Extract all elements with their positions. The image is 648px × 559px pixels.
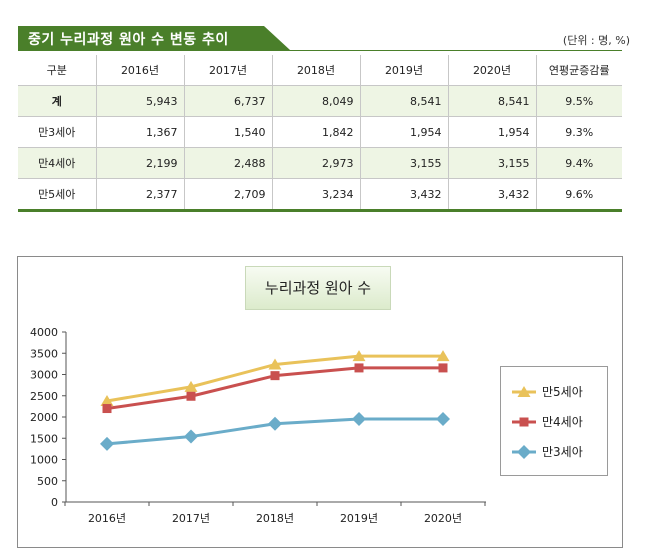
data-point [102, 404, 112, 414]
data-point [270, 371, 280, 381]
table-cell: 1,367 [95, 116, 184, 148]
banner-shape [18, 26, 290, 50]
table-cell: 2,488 [183, 147, 272, 179]
data-point [184, 380, 198, 392]
table-cell: 8,541 [359, 85, 448, 117]
legend-marker [517, 386, 531, 397]
y-tick-label: 2000 [30, 411, 58, 424]
legend-label: 만4세아 [542, 415, 583, 429]
row-label: 만3세아 [18, 116, 96, 148]
section-title: 중기 누리과정 원아 수 변동 추이 [28, 32, 229, 48]
column-header: 구분 [18, 55, 96, 86]
y-tick-label: 0 [51, 496, 58, 509]
table-cell: 1,954 [359, 116, 448, 148]
header-rule [18, 50, 622, 51]
rate-cell: 9.6% [535, 178, 622, 212]
table-cell: 6,737 [183, 85, 272, 117]
table-cell: 3,432 [359, 178, 448, 212]
legend-label: 만3세아 [542, 445, 583, 459]
column-header: 2017년 [183, 55, 272, 86]
table-row: 만4세아 2,199 2,488 2,973 3,155 3,155 9.4% [18, 147, 622, 179]
table-cell: 3,234 [271, 178, 360, 212]
table-header-row: 구분 2016년 2017년 2018년 2019년 2020년 연평균증감률 [18, 55, 622, 86]
x-tick-label: 2018년 [256, 512, 294, 525]
rate-cell: 9.3% [535, 116, 622, 148]
y-tick-label: 1500 [30, 432, 58, 445]
unit-note: (단위 : 명, %) [562, 34, 630, 47]
table-cell: 3,155 [359, 147, 448, 179]
table-cell: 2,709 [183, 178, 272, 212]
chart-frame [17, 256, 623, 548]
data-point [436, 350, 450, 362]
table-cell: 2,199 [95, 147, 184, 179]
row-label: 만4세아 [18, 147, 96, 179]
table-cell: 3,155 [447, 147, 536, 179]
column-header: 2019년 [359, 55, 448, 86]
table-cell: 2,973 [271, 147, 360, 179]
x-tick-label: 2017년 [172, 512, 210, 525]
y-tick-label: 3500 [30, 347, 58, 360]
table-cell: 2,377 [95, 178, 184, 212]
row-label: 계 [18, 85, 96, 117]
rate-cell: 9.5% [535, 85, 622, 117]
legend-marker [517, 445, 531, 459]
y-tick-label: 2500 [30, 390, 58, 403]
data-point [354, 363, 364, 373]
data-point [184, 429, 198, 444]
data-point [100, 436, 114, 451]
data-point [100, 394, 114, 406]
x-tick-label: 2016년 [88, 512, 126, 525]
column-header: 연평균증감률 [535, 55, 622, 86]
table-cell: 1,842 [271, 116, 360, 148]
table-row: 만3세아 1,367 1,540 1,842 1,954 1,954 9.3% [18, 116, 622, 148]
table-cell: 3,432 [447, 178, 536, 212]
rate-cell: 9.4% [535, 147, 622, 179]
column-header: 2016년 [95, 55, 184, 86]
column-header: 2018년 [271, 55, 360, 86]
y-tick-label: 3000 [30, 369, 58, 382]
row-label: 만5세아 [18, 178, 96, 212]
data-point [268, 358, 282, 370]
data-point [352, 350, 366, 362]
data-table: 구분 2016년 2017년 2018년 2019년 2020년 연평균증감률 … [18, 55, 622, 212]
table-cell: 1,540 [183, 116, 272, 148]
section-header: 중기 누리과정 원아 수 변동 추이 [18, 26, 290, 50]
column-header: 2020년 [447, 55, 536, 86]
y-tick-label: 500 [37, 475, 58, 488]
table-row: 계 5,943 6,737 8,049 8,541 8,541 9.5% [18, 85, 622, 117]
y-tick-label: 1000 [30, 454, 58, 467]
y-tick-label: 4000 [30, 326, 58, 339]
data-point [438, 363, 448, 373]
data-point [186, 391, 196, 401]
data-point [352, 411, 366, 426]
data-point [436, 411, 450, 426]
table-cell: 1,954 [447, 116, 536, 148]
x-tick-label: 2019년 [340, 512, 378, 525]
table-cell: 8,049 [271, 85, 360, 117]
x-tick-label: 2020년 [424, 512, 462, 525]
chart-title: 누리과정 원아 수 [245, 266, 391, 310]
legend-marker [519, 417, 529, 427]
data-point [268, 416, 282, 431]
table-cell: 8,541 [447, 85, 536, 117]
table-row: 만5세아 2,377 2,709 3,234 3,432 3,432 9.6% [18, 178, 622, 212]
table-cell: 5,943 [95, 85, 184, 117]
legend-label: 만5세아 [542, 385, 583, 399]
